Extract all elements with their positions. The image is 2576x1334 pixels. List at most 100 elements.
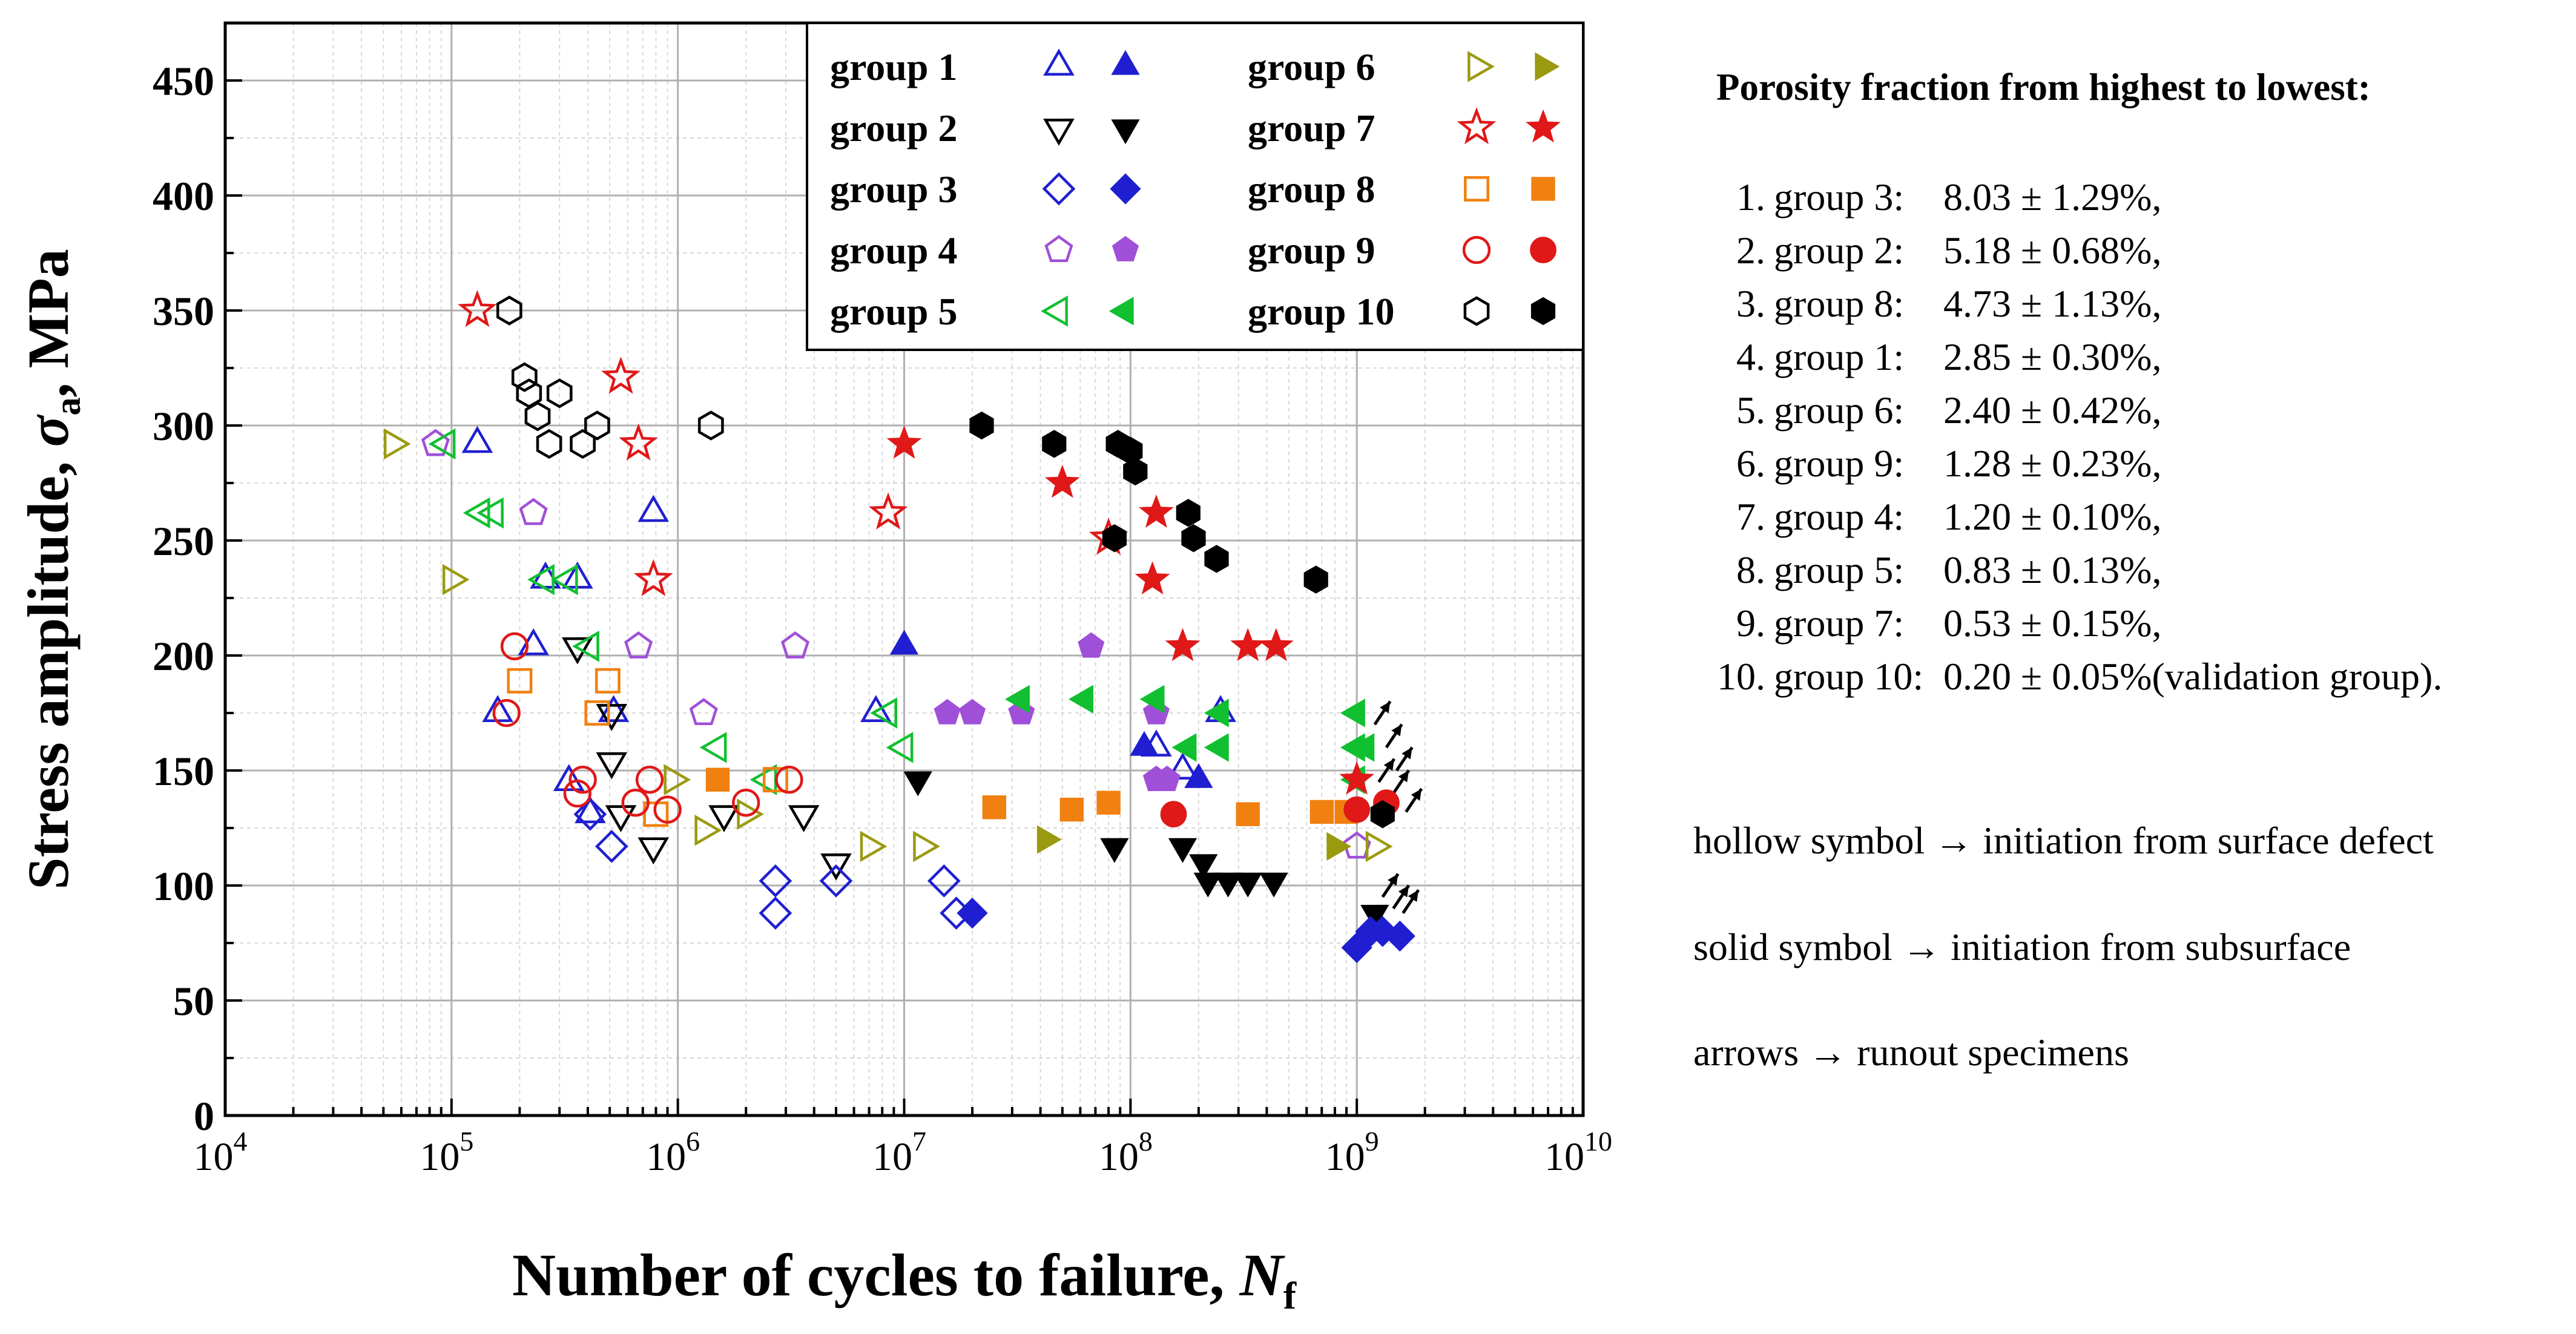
y-tick-label: 350 — [153, 288, 214, 334]
ranking-item: 2. group 2: 5.18 ± 0.68%, — [1683, 224, 2442, 277]
y-tick-label: 400 — [153, 173, 214, 219]
point-hollow — [619, 423, 658, 461]
point-solid — [1236, 802, 1260, 826]
point-hollow — [694, 815, 722, 846]
point-hollow — [584, 700, 610, 726]
point-solid — [1370, 800, 1395, 829]
ranking-group: group 1: — [1774, 335, 1905, 378]
ranking-value: 5.18 ± 0.68%, — [1943, 229, 2162, 272]
note-hollow-symbol: hollow symbol → initiation from surface … — [1693, 818, 2434, 863]
point-hollow — [697, 410, 724, 441]
point-solid — [889, 629, 919, 655]
point-solid — [1135, 561, 1170, 595]
y-tick-label: 150 — [153, 748, 214, 794]
point-hollow — [699, 732, 727, 763]
ranking-note: (validation group). — [2152, 655, 2443, 698]
legend-marker-hollow — [1043, 48, 1075, 76]
point-solid — [1171, 733, 1197, 762]
runout-arrow — [1405, 787, 1423, 813]
point-hollow — [536, 429, 562, 459]
runout-arrow — [1381, 873, 1400, 898]
point-hollow — [595, 668, 621, 694]
runout-arrows — [1373, 700, 1423, 914]
point-solid — [1004, 685, 1030, 714]
point-solid — [1189, 854, 1218, 879]
porosity-ranking-list: 1. group 3: 8.03 ± 1.29%, 2. group 2: 5.… — [1683, 171, 2442, 703]
point-hollow — [775, 766, 803, 794]
point-hollow — [584, 410, 610, 441]
legend-marker-hollow — [1044, 235, 1073, 263]
ranking-number: 7. — [1736, 495, 1765, 538]
point-solid — [982, 795, 1007, 820]
y-tick-label: 450 — [153, 58, 214, 104]
series-group-2 — [562, 637, 1389, 930]
point-solid — [1176, 499, 1201, 527]
point-hollow — [653, 795, 682, 824]
point-hollow — [870, 697, 898, 729]
point-hollow — [507, 668, 533, 694]
point-hollow — [601, 356, 641, 394]
legend-item: group 6 — [1248, 45, 1560, 88]
point-solid — [1078, 632, 1105, 658]
note-solid-symbol: solid symbol → initiation from subsurfac… — [1693, 925, 2351, 970]
point-solid — [1184, 763, 1213, 788]
ranking-number: 10. — [1717, 655, 1765, 698]
point-hollow — [689, 698, 718, 726]
point-solid — [1258, 628, 1294, 662]
y-tick-label: 100 — [153, 863, 214, 909]
point-hollow — [860, 830, 888, 862]
ranking-value: 1.28 ± 0.23%, — [1943, 442, 2162, 485]
point-hollow — [635, 766, 664, 794]
legend-item: group 10 — [1248, 290, 1556, 333]
point-hollow — [637, 494, 670, 522]
point-solid — [1044, 464, 1080, 498]
legend-item: group 8 — [1248, 168, 1555, 211]
point-solid — [1349, 733, 1375, 762]
axis-ticks — [224, 79, 1584, 1117]
ranking-number: 3. — [1736, 282, 1765, 325]
y-tick-label: 200 — [153, 633, 214, 679]
point-solid — [957, 897, 988, 929]
point-solid — [1096, 790, 1121, 815]
point-hollow — [732, 789, 760, 817]
point-solid — [1165, 628, 1201, 662]
runout-arrow — [1377, 758, 1396, 783]
point-hollow — [886, 732, 914, 763]
ranking-number: 8. — [1736, 548, 1765, 591]
legend-marker-solid — [1111, 50, 1140, 75]
ranking-group: group 3: — [1774, 176, 1905, 218]
point-solid — [1139, 685, 1165, 714]
point-hollow — [458, 290, 497, 327]
point-solid — [886, 426, 922, 459]
runout-arrow-head — [1398, 770, 1409, 783]
legend-label: group 10 — [1248, 290, 1394, 333]
legend-marker-hollow — [1462, 235, 1491, 264]
point-hollow — [664, 764, 691, 795]
legend-marker-solid — [1530, 237, 1556, 263]
ranking-value: 0.20 ± 0.05% — [1943, 655, 2152, 698]
point-hollow — [524, 401, 551, 432]
point-hollow — [476, 497, 504, 529]
point-hollow — [598, 695, 630, 722]
legend-label: group 2 — [830, 107, 957, 150]
legend-marker-solid — [1526, 109, 1561, 143]
ranking-value: 1.20 ± 0.10%, — [1943, 495, 2162, 538]
point-solid — [1339, 761, 1375, 795]
point-hollow — [913, 830, 940, 862]
point-hollow — [553, 764, 585, 791]
point-solid — [1068, 685, 1094, 714]
point-hollow — [860, 695, 892, 722]
point-hollow — [1167, 752, 1199, 780]
point-hollow — [575, 796, 606, 824]
ranking-value: 4.73 ± 1.13%, — [1943, 282, 2162, 325]
point-solid — [1100, 838, 1129, 863]
legend-item: group 9 — [1248, 229, 1556, 272]
legend-marker-hollow — [1042, 172, 1076, 206]
point-solid — [1204, 545, 1229, 573]
y-tick-label: 50 — [173, 978, 214, 1024]
point-solid — [1213, 872, 1243, 898]
legend-marker-hollow — [1463, 296, 1490, 326]
legend-label: group 7 — [1248, 107, 1375, 150]
point-hollow — [788, 805, 820, 833]
note-text: initiation from surface defect — [1983, 819, 2434, 862]
